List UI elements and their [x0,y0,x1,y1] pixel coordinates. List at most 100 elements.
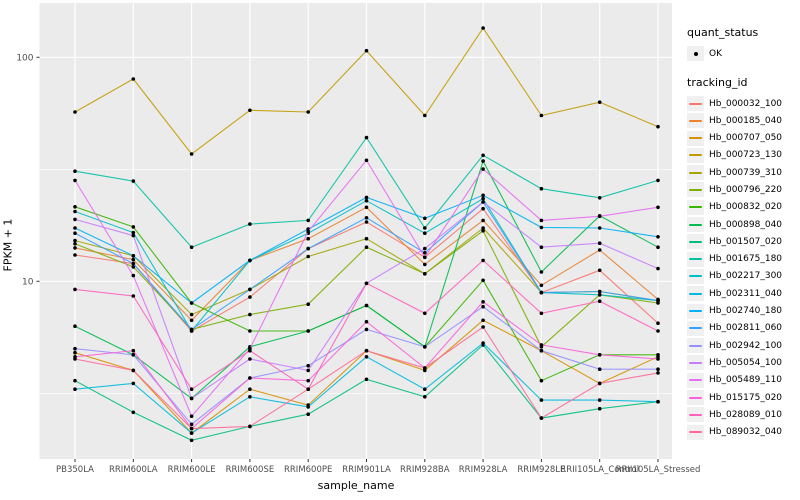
data-point [423,366,427,370]
legend-key-line-icon [689,379,702,382]
legend-key-line-icon [689,188,702,191]
data-point [189,301,194,305]
data-point [73,169,77,173]
data-point [597,299,602,304]
legend-item-label: OK [709,48,722,59]
data-point [131,261,136,266]
data-point [306,368,311,373]
data-point [306,229,311,234]
data-point [481,218,485,223]
legend-item-label: Hb_000723_130 [709,150,783,161]
legend-item-Hb_005489_110: Hb_005489_110 [687,372,799,389]
data-point [597,196,602,200]
data-point [539,225,544,230]
data-point [656,329,660,333]
data-point [306,378,311,383]
data-point [423,262,427,267]
data-point [539,290,544,295]
legend-title-tracking-id: tracking_id [687,76,748,89]
data-point [248,395,252,399]
legend-key-box [687,130,704,146]
data-point [73,231,77,235]
data-point [423,113,427,118]
x-tick-label: RRIM600LE [168,465,216,475]
data-point [481,26,485,30]
x-tick-label: RRIM928LA [459,465,508,475]
legend-key-box [687,234,704,250]
legend-key-line-icon [689,223,702,226]
legend-key-line-icon [689,327,702,330]
data-point [248,312,252,317]
x-tick-label: RRII105LA_Stressed [616,465,701,475]
x-tick-label: RRIM901LA [342,465,391,475]
data-point [539,283,544,288]
data-point [423,395,427,399]
data-point [248,108,252,113]
data-point [364,319,369,324]
x-tick-label: RRIM928BA [400,465,450,475]
data-point [423,272,427,276]
legend-item-label: Hb_000185_040 [709,115,783,126]
data-point [481,304,485,309]
data-point [131,254,136,258]
legend-key-line-icon [689,344,702,347]
data-point [481,258,485,263]
legend-item-Hb_015175_020: Hb_015175_020 [687,389,799,406]
x-tick-label: RRIM928LE [517,465,565,475]
legend-key-line-icon [689,275,702,278]
x-tick-label: RRIM600LA [109,465,158,475]
x-tick-label: RRIM600SE [226,465,275,475]
legend-key-box [687,286,704,302]
legend-title-quant-status: quant_status [687,26,759,39]
data-point [248,424,252,429]
data-point [597,293,602,297]
legend-key-box [687,182,704,198]
data-point [306,329,311,333]
data-point [306,387,311,392]
legend-item-label: Hb_000796_220 [709,184,783,195]
data-point [539,186,544,191]
legend-item-Hb_000832_020: Hb_000832_020 [687,199,799,216]
legend-key-line-icon [689,310,702,313]
data-point [73,178,77,183]
data-point [364,135,369,140]
data-point [423,345,427,349]
data-point [597,214,602,219]
x-axis-title: sample_name [317,479,395,492]
data-point [656,124,660,129]
data-point [481,159,485,163]
legend-key-box [687,390,704,406]
data-point [364,195,369,200]
ok-point-icon [693,51,698,56]
data-point [189,327,194,332]
legend-item-label: Hb_005054_100 [709,357,783,368]
data-point [73,242,77,246]
legend-item-Hb_000032_100: Hb_000032_100 [687,95,799,112]
legend-item-Hb_001675_180: Hb_001675_180 [687,251,799,268]
data-point [481,229,485,233]
legend-item-Hb_001507_020: Hb_001507_020 [687,233,799,250]
legend-key-box [687,372,704,388]
data-point [364,348,369,353]
data-point [481,318,485,323]
legend-item-label: Hb_001675_180 [709,254,783,265]
legend-key-line-icon [689,396,702,399]
data-point [539,218,544,223]
data-point [364,216,369,220]
data-point [73,350,77,355]
legend-item-label: Hb_000032_100 [709,98,783,109]
legend-key-box [687,268,704,284]
data-point [597,268,602,273]
y-axis-title: FPKM + 1 [1,218,15,272]
data-point [656,399,660,404]
data-point [73,238,77,243]
data-point [539,270,544,274]
legend-key-box [687,303,704,319]
legend-item-label: Hb_002942_100 [709,340,783,351]
data-point [306,110,311,114]
legend-item-Hb_000707_050: Hb_000707_050 [687,130,799,147]
legend-item-Hb_002740_180: Hb_002740_180 [687,303,799,320]
data-point [423,251,427,255]
